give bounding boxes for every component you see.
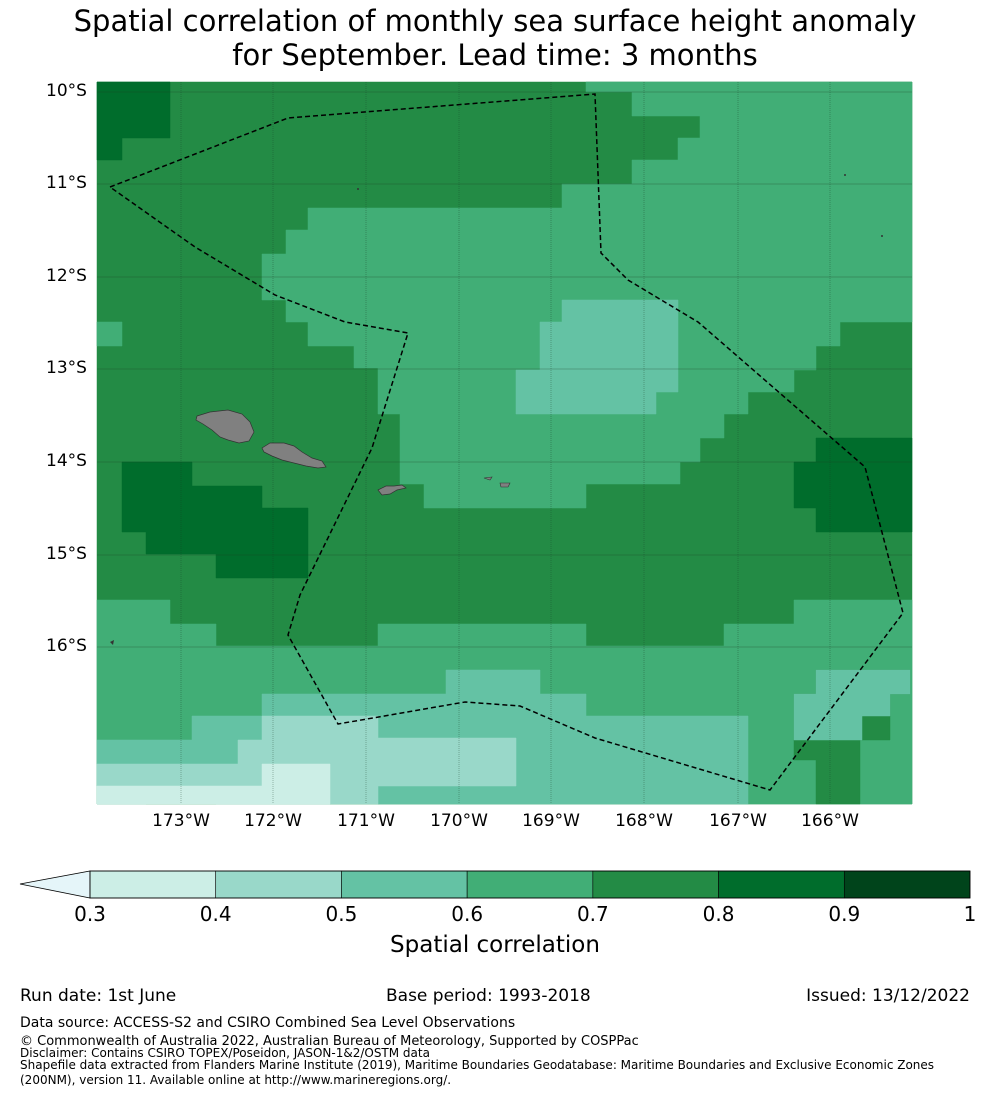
latitude-label: 15°S <box>46 544 87 564</box>
colorbar-segment-3 <box>466 870 594 899</box>
colorbar-segment-6 <box>843 870 971 899</box>
data-source: Data source: ACCESS-S2 and CSIRO Combine… <box>20 1015 516 1031</box>
colorbar-tick-label: 1 <box>963 902 977 926</box>
latitude-label: 16°S <box>46 636 87 656</box>
correlation-map <box>96 81 913 805</box>
correlation-region-14 <box>96 321 123 347</box>
shapefile-credit: Shapefile data extracted from Flanders M… <box>20 1058 935 1087</box>
island-tutuila <box>377 484 407 496</box>
colorbar-tick-label: 0.4 <box>199 902 232 926</box>
disclaimer: Disclaimer: Contains CSIRO TOPEX/Poseido… <box>20 1046 430 1060</box>
correlation-region-11 <box>96 81 171 161</box>
colorbar-tick-label: 0.3 <box>74 902 106 926</box>
chart-title: Spatial correlation of monthly sea surfa… <box>0 4 990 72</box>
island-tokelau-east <box>844 174 846 176</box>
longitude-label: 168°W <box>615 811 673 831</box>
colorbar-segment-2 <box>341 870 468 899</box>
correlation-region-2 <box>261 81 913 509</box>
correlation-region-3 <box>515 299 679 415</box>
eez-boundary <box>109 93 904 791</box>
latitude-label: 12°S <box>46 266 87 286</box>
island-ofu <box>483 476 493 481</box>
colorbar-segment-4 <box>592 870 719 899</box>
longitude-label: 173°W <box>152 811 210 831</box>
correlation-region-7 <box>793 669 911 741</box>
colorbar-label: Spatial correlation <box>390 932 600 958</box>
colorbar-tick-label: 0.9 <box>828 902 861 926</box>
island-wallis <box>110 640 114 645</box>
longitude-label: 170°W <box>430 811 488 831</box>
title-line-1: Spatial correlation of monthly sea surfa… <box>73 4 917 38</box>
island-tau <box>499 482 511 488</box>
base-period: Base period: 1993-2018 <box>386 986 591 1006</box>
colorbar-segment-0 <box>89 870 217 899</box>
title-line-2: for September. Lead time: 3 months <box>232 38 758 72</box>
colorbar-segment-5 <box>718 870 845 899</box>
longitude-label: 169°W <box>522 811 580 831</box>
latitude-label: 13°S <box>46 358 87 378</box>
colorbar-tick-label: 0.6 <box>451 902 484 926</box>
island-swains <box>357 188 359 190</box>
run-date: Run date: 1st June <box>20 986 177 1006</box>
latitude-label: 10°S <box>46 81 87 101</box>
longitude-label: 166°W <box>801 811 859 831</box>
longitude-label: 171°W <box>337 811 395 831</box>
colorbar-outline <box>89 870 971 899</box>
correlation-region-10 <box>96 785 147 805</box>
correlation-region-12 <box>121 461 309 579</box>
issued-date: Issued: 13/12/2022 <box>806 986 970 1006</box>
island-savaii <box>195 409 255 444</box>
longitude-label: 172°W <box>244 811 302 831</box>
colorbar-tick-label: 0.5 <box>325 902 358 926</box>
latitude-label: 11°S <box>46 173 87 193</box>
island-upolu <box>261 442 327 469</box>
latitude-label: 14°S <box>46 451 87 471</box>
colorbar-segment-1 <box>215 870 342 899</box>
colorbar-tick-label: 0.8 <box>702 902 735 926</box>
island-rose <box>881 235 883 237</box>
colorbar-extend-triangle <box>19 870 91 899</box>
colorbar-tick-label: 0.7 <box>576 902 609 926</box>
longitude-label: 167°W <box>709 811 767 831</box>
colorbar <box>19 870 971 899</box>
copyright: © Commonwealth of Australia 2022, Austra… <box>20 1034 639 1049</box>
